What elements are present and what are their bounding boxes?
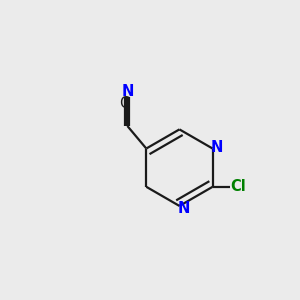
Text: C: C [119, 95, 130, 110]
Text: Cl: Cl [231, 179, 246, 194]
Text: N: N [211, 140, 223, 154]
Text: N: N [121, 84, 134, 99]
Text: N: N [177, 201, 190, 216]
